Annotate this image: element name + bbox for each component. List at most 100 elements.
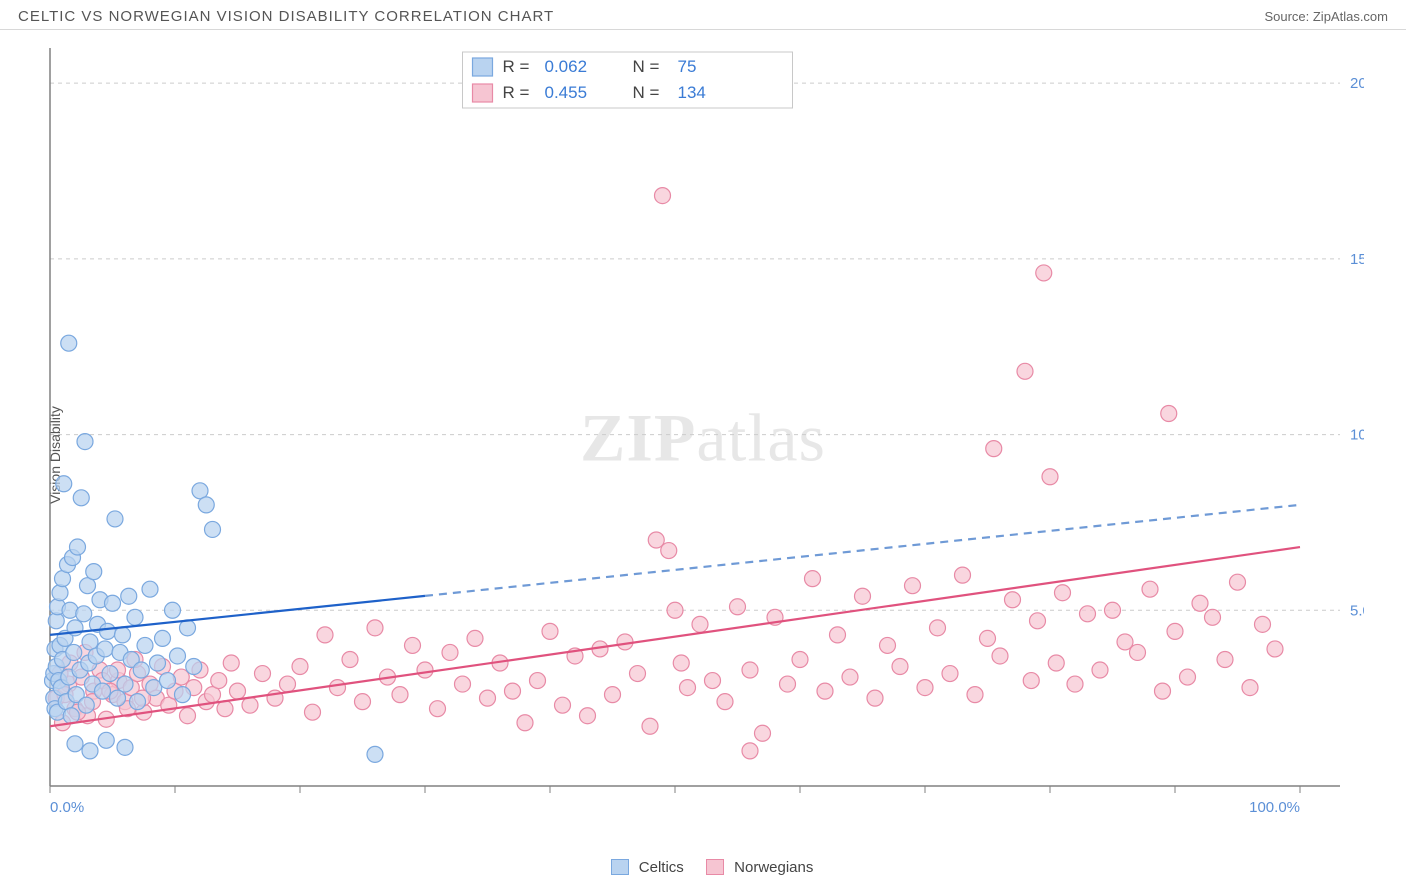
celtics-legend-label: Celtics [639, 859, 684, 876]
norwegians-point [223, 655, 239, 671]
norwegians-point [705, 673, 721, 689]
norwegians-point [1242, 680, 1258, 696]
norwegians-legend-label: Norwegians [734, 859, 813, 876]
celtics-point [52, 585, 68, 601]
celtics-point [121, 588, 137, 604]
norwegians-point [367, 620, 383, 636]
norwegians-point [392, 687, 408, 703]
norwegians-point [755, 725, 771, 741]
norwegians-point [717, 694, 733, 710]
norwegians-point [1167, 623, 1183, 639]
norwegians-point [986, 441, 1002, 457]
norwegians-point [280, 676, 296, 692]
celtics-stats-swatch [473, 58, 493, 76]
norwegians-point [1092, 662, 1108, 678]
norwegians-point [455, 676, 471, 692]
norwegians-point [467, 630, 483, 646]
source-link[interactable]: ZipAtlas.com [1313, 9, 1388, 24]
norwegians-point [1023, 673, 1039, 689]
chart-source: Source: ZipAtlas.com [1264, 9, 1388, 24]
celtics-point [97, 641, 113, 657]
celtics-point [127, 609, 143, 625]
norwegians-point [830, 627, 846, 643]
norwegians-point [680, 680, 696, 696]
norwegians-point [1048, 655, 1064, 671]
norwegians-point [742, 662, 758, 678]
celtics-point [77, 434, 93, 450]
celtics-swatch [611, 859, 629, 875]
norwegians-point [255, 666, 271, 682]
celtics-point [95, 683, 111, 699]
chart-area: Vision Disability ZIPatlas 5.0%10.0%15.0… [0, 30, 1406, 880]
norwegians-point [655, 188, 671, 204]
norwegians-point [292, 659, 308, 675]
celtics-point [186, 659, 202, 675]
celtics-point [205, 521, 221, 537]
norwegians-point [980, 630, 996, 646]
celtics-point [150, 655, 166, 671]
celtics-point [130, 694, 146, 710]
celtics-point [76, 606, 92, 622]
norwegians-point [1180, 669, 1196, 685]
norwegians-point [1267, 641, 1283, 657]
norwegians-stats-swatch [473, 84, 493, 102]
norwegians-swatch [706, 859, 724, 875]
norwegians-point [661, 543, 677, 559]
scatter-plot: 5.0%10.0%15.0%20.0%0.0%100.0%R = 0.062N … [44, 40, 1364, 820]
celtics-point [133, 662, 149, 678]
norwegians-point [805, 571, 821, 587]
norwegians-point [211, 673, 227, 689]
svg-text:10.0%: 10.0% [1350, 427, 1364, 444]
celtics-point [115, 627, 131, 643]
celtics-point [105, 595, 121, 611]
norwegians-point [842, 669, 858, 685]
celtics-point [66, 644, 82, 660]
svg-text:0.0%: 0.0% [50, 799, 84, 816]
celtics-point [56, 476, 72, 492]
norwegians-point [930, 620, 946, 636]
celtics-point [155, 630, 171, 646]
norwegians-point [967, 687, 983, 703]
norwegians-point [642, 718, 658, 734]
norwegians-point [992, 648, 1008, 664]
norwegians-point [1161, 405, 1177, 421]
norwegians-point [305, 704, 321, 720]
norwegians-point [442, 644, 458, 660]
norwegians-point [692, 616, 708, 632]
celtics-n-value: 75 [678, 57, 697, 76]
norwegians-point [667, 602, 683, 618]
celtics-point [170, 648, 186, 664]
svg-text:N =: N = [633, 57, 660, 76]
norwegians-point [1192, 595, 1208, 611]
norwegians-point [1230, 574, 1246, 590]
celtics-point [117, 676, 133, 692]
norwegians-point [605, 687, 621, 703]
norwegians-point [942, 666, 958, 682]
norwegians-point [480, 690, 496, 706]
norwegians-point [1130, 644, 1146, 660]
norwegians-point [180, 708, 196, 724]
svg-text:100.0%: 100.0% [1249, 799, 1300, 816]
celtics-point [160, 673, 176, 689]
norwegians-point [880, 637, 896, 653]
norwegians-point [417, 662, 433, 678]
norwegians-point [1030, 613, 1046, 629]
svg-text:R =: R = [503, 57, 530, 76]
norwegians-point [1042, 469, 1058, 485]
celtics-point [78, 697, 94, 713]
norwegians-point [1055, 585, 1071, 601]
norwegians-point [1255, 616, 1271, 632]
norwegians-point [742, 743, 758, 759]
chart-header: CELTIC VS NORWEGIAN VISION DISABILITY CO… [0, 0, 1406, 30]
norwegians-point [530, 673, 546, 689]
norwegians-trend-solid [50, 547, 1300, 726]
celtics-point [165, 602, 181, 618]
celtics-point [86, 564, 102, 580]
celtics-trend-dash [425, 505, 1300, 596]
celtics-point [107, 511, 123, 527]
norwegians-point [405, 637, 421, 653]
celtics-r-value: 0.062 [545, 57, 588, 76]
norwegians-point [430, 701, 446, 717]
celtics-point [67, 736, 83, 752]
norwegians-point [1205, 609, 1221, 625]
